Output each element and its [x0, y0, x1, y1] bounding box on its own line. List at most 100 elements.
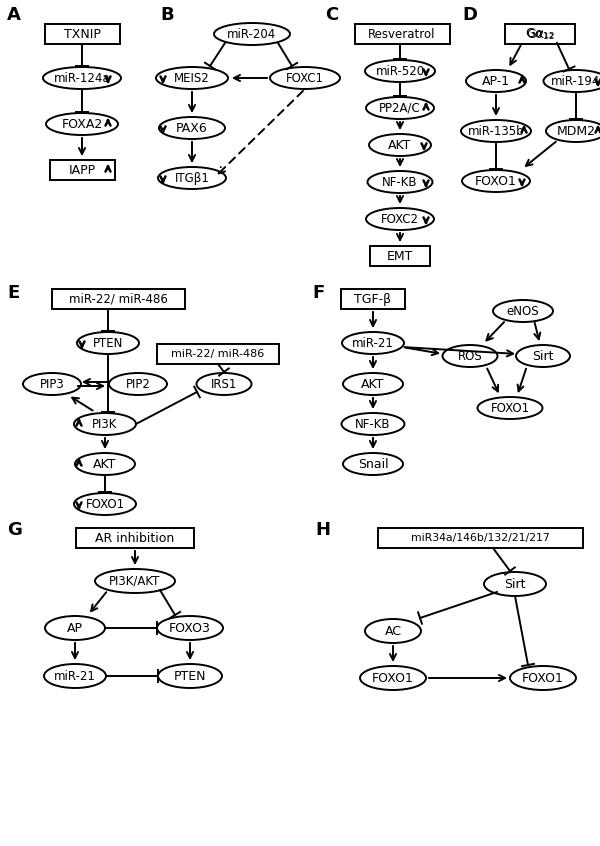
Text: EMT: EMT	[387, 250, 413, 262]
Text: G$\alpha_{12}$: G$\alpha_{12}$	[525, 26, 555, 41]
Ellipse shape	[109, 373, 167, 395]
Text: NF-KB: NF-KB	[382, 175, 418, 189]
Text: miR-520: miR-520	[376, 64, 425, 78]
Text: miR-194: miR-194	[551, 74, 600, 87]
Text: C: C	[325, 6, 338, 24]
Text: AP: AP	[67, 622, 83, 634]
Ellipse shape	[74, 493, 136, 515]
Ellipse shape	[365, 619, 421, 643]
Text: TXNIP: TXNIP	[64, 28, 100, 41]
Text: D: D	[462, 6, 477, 24]
Ellipse shape	[157, 616, 223, 640]
Ellipse shape	[341, 413, 404, 435]
Ellipse shape	[343, 453, 403, 475]
Ellipse shape	[462, 170, 530, 192]
Text: miR34a/146b/132/21/217: miR34a/146b/132/21/217	[410, 533, 550, 543]
Text: Resveratrol: Resveratrol	[368, 28, 436, 41]
Text: PP2A/C: PP2A/C	[379, 102, 421, 114]
Ellipse shape	[493, 300, 553, 322]
Ellipse shape	[546, 120, 600, 142]
Text: eNOS: eNOS	[506, 305, 539, 317]
Ellipse shape	[366, 97, 434, 119]
Text: miR-135b: miR-135b	[467, 124, 524, 138]
Text: PIP2: PIP2	[125, 377, 151, 391]
Ellipse shape	[270, 67, 340, 89]
Text: PAX6: PAX6	[176, 122, 208, 135]
Text: FOXA2: FOXA2	[61, 118, 103, 130]
Text: PTEN: PTEN	[174, 669, 206, 683]
Ellipse shape	[484, 572, 546, 596]
Ellipse shape	[516, 345, 570, 367]
Text: miR-21: miR-21	[54, 669, 96, 683]
Text: E: E	[7, 284, 19, 302]
Text: FOXC1: FOXC1	[286, 72, 324, 85]
Text: PTEN: PTEN	[93, 337, 123, 349]
Text: G: G	[7, 521, 22, 539]
Ellipse shape	[158, 664, 222, 688]
Ellipse shape	[75, 453, 135, 475]
Text: PIP3: PIP3	[40, 377, 64, 391]
Text: IAPP: IAPP	[68, 163, 95, 177]
Text: AKT: AKT	[94, 458, 116, 470]
Text: H: H	[315, 521, 330, 539]
Ellipse shape	[461, 120, 531, 142]
Ellipse shape	[158, 167, 226, 189]
Ellipse shape	[544, 70, 600, 92]
Ellipse shape	[478, 397, 542, 419]
Text: ITGβ1: ITGβ1	[175, 172, 209, 184]
Ellipse shape	[360, 666, 426, 690]
Bar	[157, 344, 279, 364]
Text: miR-21: miR-21	[352, 337, 394, 349]
Text: FOXO1: FOXO1	[85, 497, 125, 510]
Bar	[355, 24, 449, 44]
Text: Snail: Snail	[358, 458, 388, 470]
Ellipse shape	[369, 134, 431, 156]
Ellipse shape	[159, 117, 225, 139]
Text: FOXO1: FOXO1	[490, 402, 530, 415]
Text: miR-124a: miR-124a	[53, 72, 110, 85]
Text: AKT: AKT	[361, 377, 385, 391]
Bar	[341, 289, 405, 309]
Ellipse shape	[45, 616, 105, 640]
Ellipse shape	[23, 373, 81, 395]
Text: Sirt: Sirt	[504, 578, 526, 591]
Ellipse shape	[510, 666, 576, 690]
Text: AKT: AKT	[388, 139, 412, 151]
Text: miR-22/ miR-486: miR-22/ miR-486	[68, 293, 167, 305]
Ellipse shape	[156, 67, 228, 89]
Text: miR-22/ miR-486: miR-22/ miR-486	[172, 349, 265, 359]
Ellipse shape	[46, 113, 118, 135]
Text: AP-1: AP-1	[482, 74, 510, 87]
Ellipse shape	[466, 70, 526, 92]
Ellipse shape	[214, 23, 290, 45]
Text: FOXO1: FOXO1	[372, 672, 414, 684]
Ellipse shape	[343, 373, 403, 395]
Text: PI3K: PI3K	[92, 417, 118, 431]
Ellipse shape	[443, 345, 497, 367]
Ellipse shape	[77, 332, 139, 354]
Text: miR-204: miR-204	[227, 28, 277, 41]
Text: MDM2: MDM2	[557, 124, 595, 138]
Text: MEIS2: MEIS2	[174, 72, 210, 85]
Text: FOXC2: FOXC2	[381, 212, 419, 226]
Ellipse shape	[43, 67, 121, 89]
Ellipse shape	[366, 208, 434, 230]
Ellipse shape	[95, 569, 175, 593]
Ellipse shape	[74, 413, 136, 435]
Bar	[49, 160, 115, 180]
Text: AC: AC	[385, 624, 401, 638]
Text: FOXO1: FOXO1	[475, 174, 517, 188]
Text: TGF-β: TGF-β	[355, 293, 392, 305]
Bar	[52, 289, 185, 309]
Ellipse shape	[342, 332, 404, 354]
Bar	[44, 24, 119, 44]
Text: Sirt: Sirt	[532, 349, 554, 362]
Text: FOXO3: FOXO3	[169, 622, 211, 634]
Bar	[505, 24, 575, 44]
Text: FOXO1: FOXO1	[522, 672, 564, 684]
Text: PI3K/AKT: PI3K/AKT	[109, 574, 161, 587]
Text: NF-KB: NF-KB	[355, 417, 391, 431]
Text: A: A	[7, 6, 21, 24]
Text: B: B	[160, 6, 173, 24]
Ellipse shape	[367, 171, 433, 193]
